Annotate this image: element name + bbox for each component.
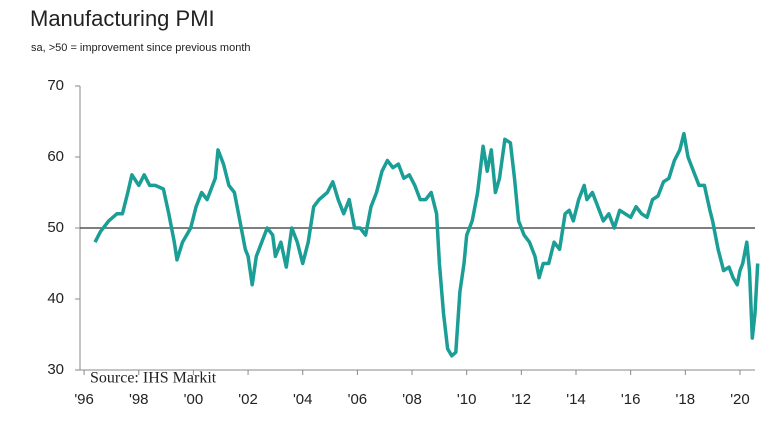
x-tick-label: '10 <box>457 391 477 408</box>
x-tick-label: '98 <box>129 391 149 408</box>
y-tick-label: 60 <box>47 148 64 165</box>
chart-title: Manufacturing PMI <box>30 6 215 31</box>
x-tick-label: '14 <box>566 391 586 408</box>
x-tick-label: '20 <box>730 391 750 408</box>
x-tick-label: '08 <box>402 391 422 408</box>
chart-subtitle: sa, >50 = improvement since previous mon… <box>31 42 251 54</box>
x-tick-label: '00 <box>184 391 204 408</box>
x-tick-label: '12 <box>512 391 532 408</box>
x-tick-label: '02 <box>238 391 258 408</box>
x-tick-label: '18 <box>676 391 696 408</box>
y-tick-label: 30 <box>47 361 64 378</box>
y-tick-label: 40 <box>47 290 64 307</box>
data-line <box>93 131 760 358</box>
x-tick-label: '04 <box>293 391 313 408</box>
y-tick-label: 50 <box>47 219 64 236</box>
x-tick-label: '96 <box>74 391 94 408</box>
source-note: Source: IHS Markit <box>90 370 217 387</box>
x-tick-label: '06 <box>348 391 368 408</box>
y-tick-label: 70 <box>47 77 64 94</box>
x-tick-label: '16 <box>621 391 641 408</box>
